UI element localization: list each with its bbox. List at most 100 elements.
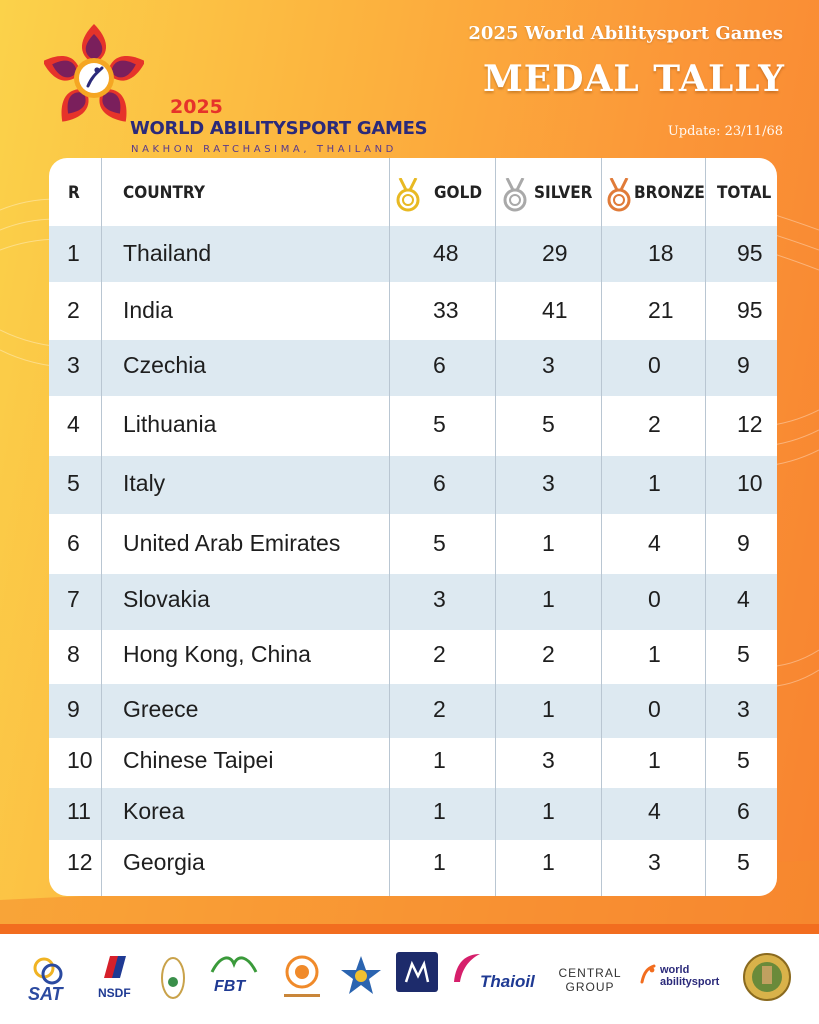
cell-bronze: 1 — [648, 747, 661, 773]
cell-silver: 29 — [542, 240, 568, 266]
cell-silver: 41 — [542, 297, 568, 323]
table-row: 11 Korea 1 1 4 6 — [49, 788, 777, 840]
cell-country: India — [123, 297, 173, 323]
cell-country: Slovakia — [123, 586, 210, 612]
sponsor-footer: SAT NSDF FBT Thaioil CENT — [0, 924, 819, 1024]
header-rank: R — [68, 183, 80, 203]
footer-band — [0, 924, 819, 934]
event-logo-icon — [44, 24, 144, 122]
column-divider — [101, 158, 102, 896]
cell-gold: 3 — [433, 586, 446, 612]
cell-total: 4 — [737, 586, 750, 612]
gold-medal-icon — [396, 178, 420, 212]
cell-country: Czechia — [123, 352, 207, 378]
cell-rank: 8 — [67, 641, 80, 667]
star-emblem-logo-icon — [341, 956, 381, 994]
cell-gold: 6 — [433, 470, 446, 496]
cell-gold: 48 — [433, 240, 459, 266]
brand-name: WORLD ABILITYSPORT GAMES — [130, 118, 428, 139]
thaioil-logo: Thaioil — [452, 952, 544, 1008]
cell-country: Korea — [123, 798, 185, 824]
cell-total: 5 — [737, 849, 750, 875]
cell-bronze: 1 — [648, 470, 661, 496]
cell-country: Hong Kong, China — [123, 641, 311, 667]
update-date: Update: 23/11/68 — [667, 124, 783, 139]
table-header: R COUNTRY GOLD SILVER BRONZE TOTAL — [49, 158, 777, 226]
bank-logo-icon — [396, 952, 438, 992]
sat-logo-icon — [33, 957, 63, 985]
cell-gold: 2 — [433, 641, 446, 667]
cell-total: 10 — [737, 470, 763, 496]
table-row: 3 Czechia 6 3 0 9 — [49, 340, 777, 396]
central-group-logo: CENTRAL GROUP — [558, 966, 622, 994]
page-title: MEDAL TALLY — [482, 58, 785, 100]
cell-bronze: 4 — [648, 798, 661, 824]
nsdf-flag-icon — [104, 956, 126, 978]
cell-country: Chinese Taipei — [123, 747, 274, 773]
power-authority-logo-icon — [284, 955, 320, 997]
cell-bronze: 1 — [648, 641, 661, 667]
abilitysport-mark-icon — [640, 964, 656, 984]
sat-logo: SAT — [22, 952, 78, 1008]
cell-rank: 4 — [67, 411, 80, 437]
column-divider — [389, 158, 390, 896]
cell-rank: 5 — [67, 470, 80, 496]
header-bronze: BRONZE — [634, 183, 705, 203]
cell-bronze: 3 — [648, 849, 661, 875]
cell-bronze: 0 — [648, 352, 661, 378]
cell-total: 9 — [737, 352, 750, 378]
cell-rank: 10 — [67, 747, 93, 773]
cell-bronze: 0 — [648, 586, 661, 612]
cell-total: 95 — [737, 240, 763, 266]
cell-silver: 1 — [542, 798, 555, 824]
event-brand: 2025 WORLD ABILITYSPORT GAMES NAKHON RAT… — [40, 22, 440, 155]
cell-silver: 3 — [542, 747, 555, 773]
cell-bronze: 18 — [648, 240, 674, 266]
cell-rank: 3 — [67, 352, 80, 378]
cell-gold: 1 — [433, 798, 446, 824]
cell-total: 6 — [737, 798, 750, 824]
cell-country: United Arab Emirates — [123, 530, 341, 556]
cell-gold: 33 — [433, 297, 459, 323]
cell-country: Italy — [123, 470, 166, 496]
cell-country: Greece — [123, 696, 199, 722]
column-divider — [495, 158, 496, 896]
cell-rank: 12 — [67, 849, 93, 875]
world-abilitysport-logo: world abilitysport — [640, 952, 730, 1008]
header-country: COUNTRY — [123, 183, 205, 203]
bronze-medal-icon — [607, 178, 631, 212]
event-title: 2025 World Abilitysport Games — [468, 23, 783, 44]
header-total: TOTAL — [717, 183, 772, 203]
cell-country: Lithuania — [123, 411, 217, 437]
table-row: 2 India 33 41 21 95 — [49, 282, 777, 340]
cell-rank: 11 — [67, 798, 91, 824]
cell-country: Georgia — [123, 849, 205, 875]
thaioil-swoosh-icon — [454, 954, 480, 982]
cell-gold: 2 — [433, 696, 446, 722]
cell-bronze: 4 — [648, 530, 661, 556]
brand-year: 2025 — [170, 96, 223, 118]
nsdf-logo: NSDF — [92, 952, 142, 1008]
cell-silver: 5 — [542, 411, 555, 437]
column-divider — [601, 158, 602, 896]
table-row: 9 Greece 2 1 0 3 — [49, 684, 777, 738]
column-divider — [705, 158, 706, 896]
silver-medal-icon — [503, 178, 527, 212]
cell-silver: 1 — [542, 530, 555, 556]
cell-gold: 1 — [433, 747, 446, 773]
cell-silver: 3 — [542, 352, 555, 378]
cell-silver: 1 — [542, 586, 555, 612]
table-row: 5 Italy 6 3 1 10 — [49, 456, 777, 514]
table-row: 7 Slovakia 3 1 0 4 — [49, 574, 777, 630]
fbt-logo: FBT — [208, 952, 260, 1008]
cell-gold: 5 — [433, 530, 446, 556]
cell-gold: 6 — [433, 352, 446, 378]
table-row: 6 United Arab Emirates 5 1 4 9 — [49, 514, 777, 574]
cell-silver: 2 — [542, 641, 555, 667]
laurel-icon — [210, 956, 258, 973]
cell-rank: 1 — [67, 240, 80, 266]
cell-silver: 1 — [542, 849, 555, 875]
cell-rank: 7 — [67, 586, 80, 612]
cell-rank: 2 — [67, 297, 80, 323]
cell-rank: 9 — [67, 696, 80, 722]
